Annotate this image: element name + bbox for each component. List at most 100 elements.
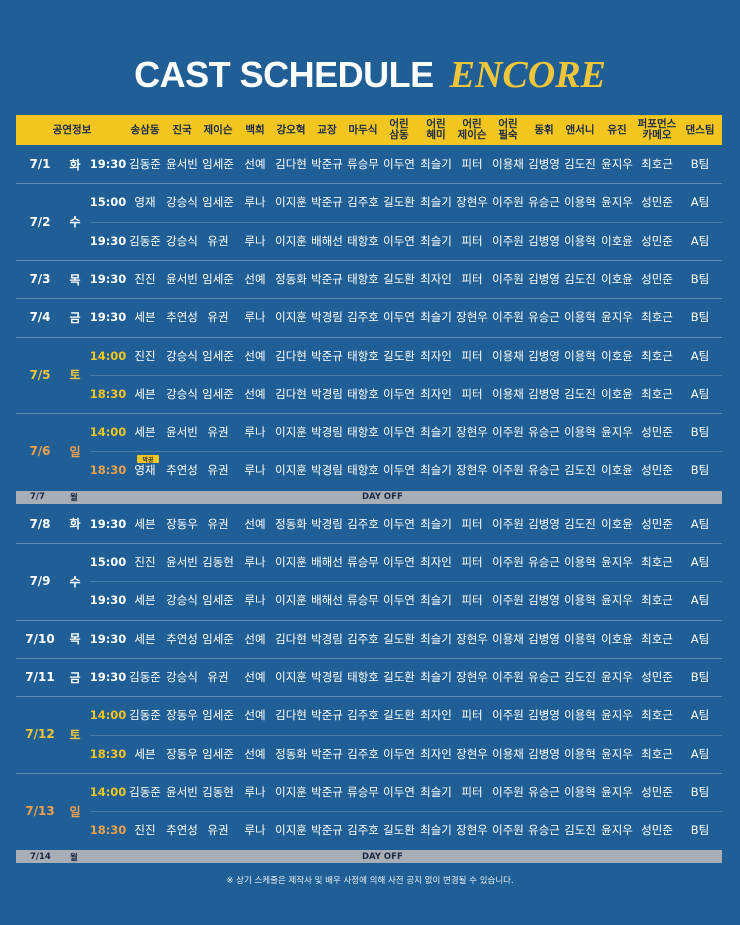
- cast-cell: 박준규: [311, 195, 343, 210]
- cast-cell: 피터: [461, 516, 483, 531]
- header-cell: 어린 삼동: [389, 118, 409, 141]
- cast-cell: 최슬기: [420, 669, 452, 684]
- schedule-row: 19:30 세븐 강승식 임세준 루나 이지훈 배해선 류승무 이두연 최슬기 피터 이주원 김병영 이용…: [16, 581, 722, 619]
- cast-cell: 길도환: [383, 823, 415, 838]
- cast-cell: 이주원: [492, 425, 524, 440]
- cast-cell: 박경림: [311, 463, 343, 478]
- header-cell: 어린 혜미: [426, 118, 446, 141]
- weekday-label: 목: [69, 272, 81, 287]
- cast-cell: 이용채: [492, 348, 524, 363]
- cast-cell: 윤지우: [601, 669, 633, 684]
- cast-cell: 이지훈: [275, 593, 307, 608]
- cast-cell: 김주호: [347, 746, 379, 761]
- weekday-label: 수: [69, 215, 81, 230]
- cast-cell: 선예: [244, 157, 266, 171]
- row-divider: [90, 734, 722, 736]
- cast-cell: 태항호: [347, 233, 379, 248]
- dance-team-cell: A팀: [690, 516, 710, 531]
- cast-cell: 루나: [244, 823, 266, 838]
- row-divider: [16, 772, 722, 774]
- cast-cell: 윤지우: [601, 195, 633, 210]
- cast-cell: 세븐: [134, 631, 156, 646]
- cast-cell: 최슬기: [420, 593, 452, 608]
- cast-cell: 최호근: [641, 348, 673, 363]
- dance-team-cell: B팀: [690, 157, 710, 171]
- show-time: 19:30: [89, 631, 127, 646]
- schedule-row: 14:00 김동준 윤서빈 김동현 루나 이지훈 박준규 류승무 이두연 최슬기 피터 이주원 유승근 이…: [16, 773, 722, 811]
- cast-cell: 이용혁: [564, 631, 596, 646]
- cast-cell: 최슬기: [420, 516, 452, 531]
- show-time: 19:30: [89, 310, 127, 325]
- row-divider: [90, 451, 722, 453]
- cast-cell: 태항호: [347, 463, 379, 478]
- cast-cell: 피터: [461, 271, 483, 286]
- dance-team-cell: A팀: [690, 555, 710, 569]
- cast-cell: 이두연: [383, 425, 415, 440]
- cast-cell: 세븐: [134, 746, 156, 761]
- cast-cell: 김병영: [528, 708, 560, 723]
- cast-cell: 최호근: [641, 593, 673, 608]
- cast-cell: 성민준: [641, 195, 673, 210]
- cast-cell: 박경림: [311, 310, 343, 325]
- cast-cell: 윤서빈: [166, 157, 198, 171]
- cast-cell: 장현우: [456, 310, 488, 325]
- cast-cell: 피터: [461, 157, 483, 171]
- show-time: 18:30: [89, 823, 127, 838]
- cast-cell: 최슬기: [420, 157, 452, 171]
- cast-cell: 이용혁: [564, 746, 596, 761]
- cast-cell: 박준규: [311, 746, 343, 761]
- cast-cell: 이용채: [492, 157, 524, 171]
- cast-cell: 윤지우: [601, 593, 633, 608]
- row-divider: [90, 581, 722, 583]
- cast-cell: 영재: [134, 463, 156, 478]
- cast-cell: 이두연: [383, 555, 415, 569]
- schedule-row: 19:30 세븐 장동우 유권 선예 정동화 박경림 김주호 이두연 최슬기 피터 이주원 김병영 김도진…: [16, 505, 722, 543]
- dayoff-label: DAY OFF: [362, 851, 403, 862]
- cast-cell: 최슬기: [420, 823, 452, 838]
- header-cell: 어린 필숙: [498, 118, 518, 141]
- schedule-row: 19:30 김동준 강승식 유권 루나 이지훈 배해선 태항호 이두연 최슬기 피터 이주원 김병영 이용…: [16, 222, 722, 260]
- cast-cell: 임세준: [202, 631, 234, 646]
- cast-cell: 윤서빈: [166, 425, 198, 440]
- schedule-row: 18:30 세븐 강승식 임세준 선예 김다현 박경림 태항호 이두연 최자인 피터 이용채 김병영 김도…: [16, 375, 722, 413]
- schedule-row: 18:30 진진 추연성 유권 루나 이지훈 박준규 김주호 길도환 최슬기 장현우 이주원 유승근 김도…: [16, 811, 722, 849]
- cast-cell: 유승근: [528, 463, 560, 478]
- cast-cell: 김동현: [202, 555, 234, 569]
- date-label: 7/9: [29, 574, 51, 589]
- header-cell: 동휘: [534, 123, 554, 136]
- cast-cell: 김다현: [275, 708, 307, 723]
- cast-cell: 세븐: [134, 386, 156, 401]
- cast-cell: 영재: [134, 195, 156, 210]
- date-label: 7/5: [29, 367, 51, 382]
- cast-cell: 류승무: [347, 784, 379, 799]
- row-divider: [16, 657, 722, 659]
- cast-cell: 강승식: [166, 593, 198, 608]
- dance-team-cell: A팀: [690, 348, 710, 363]
- cast-cell: 최슬기: [420, 310, 452, 325]
- cast-cell: 최슬기: [420, 463, 452, 478]
- cast-cell: 장현우: [456, 425, 488, 440]
- cast-cell: 유권: [207, 823, 229, 838]
- cast-cell: 김다현: [275, 631, 307, 646]
- cast-cell: 이주원: [492, 823, 524, 838]
- cast-cell: 최슬기: [420, 784, 452, 799]
- cast-cell: 박준규: [311, 348, 343, 363]
- date-label: 7/11: [25, 670, 55, 685]
- cast-cell: 윤서빈: [166, 555, 198, 569]
- row-divider: [16, 413, 722, 415]
- cast-cell: 유승근: [528, 823, 560, 838]
- show-time: 19:30: [89, 233, 127, 248]
- cast-cell: 이지훈: [275, 555, 307, 569]
- show-time: 14:00: [89, 708, 127, 723]
- cast-cell: 이용혁: [564, 195, 596, 210]
- show-time: 15:00: [89, 195, 127, 210]
- dayoff-date: 7/14: [30, 851, 51, 862]
- table-header: 공연정보 송삼동 진국 제이슨 백희 강오혁 교장 마두식 어린 삼동 어린 혜미 어린 제이슨 어린…: [16, 115, 722, 145]
- header-cell: 송삼동: [130, 123, 160, 136]
- show-time: 19:30: [89, 157, 127, 171]
- cast-cell: 피터: [461, 348, 483, 363]
- cast-cell: 성민준: [641, 463, 673, 478]
- header-cell: 유진: [607, 123, 627, 136]
- cast-cell: 박준규: [311, 784, 343, 799]
- dance-team-cell: A팀: [690, 746, 710, 761]
